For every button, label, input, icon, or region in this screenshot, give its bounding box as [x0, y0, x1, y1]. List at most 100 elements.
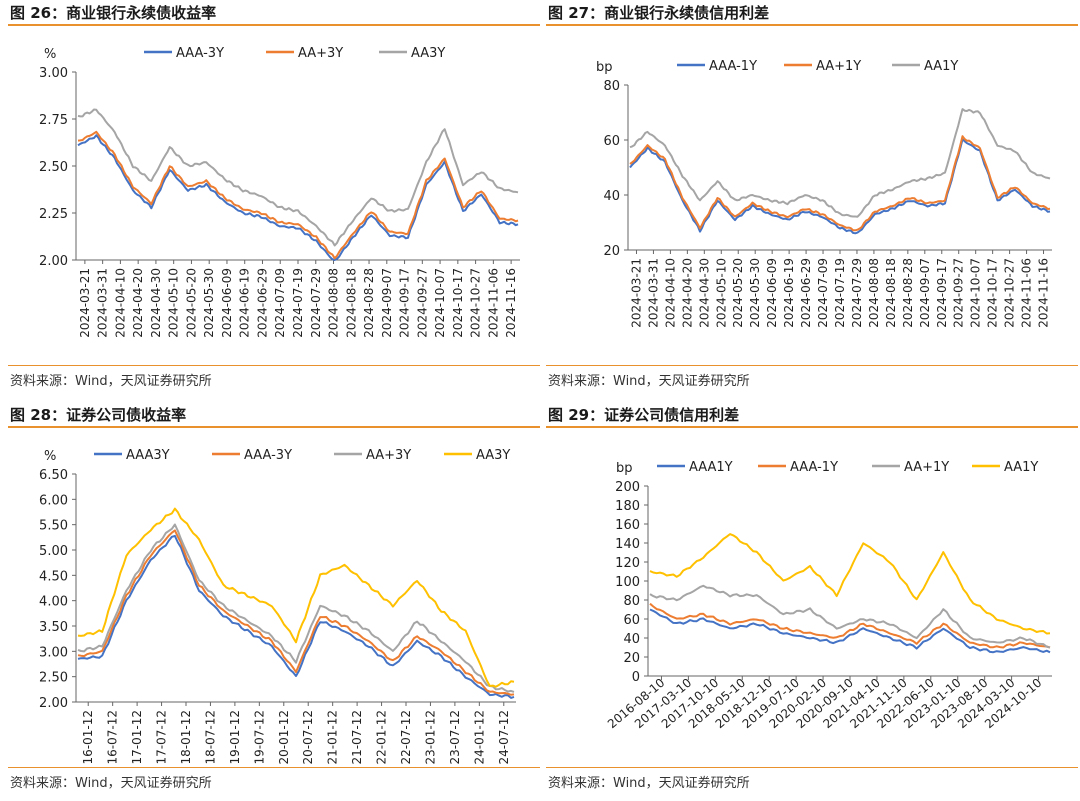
x-tick-label-1: 2016-07-12 [106, 710, 120, 765]
x-tick-label-23: 2024-11-06 [1020, 258, 1034, 328]
x-tick-label-11: 2024-07-09 [273, 268, 287, 338]
panel-chart-28: 图 28：证券公司债收益率 % AAA3Y AAA-3Y AA+3Y AA3Y 6.50 6… [8, 402, 540, 800]
chart-title: 图 27：商业银行永续债信用利差 [548, 4, 770, 22]
x-tick-label-8: 2024-06-09 [765, 258, 779, 328]
x-tick-label-16: 2024-08-28 [362, 268, 376, 338]
source-note: 资料来源：Wind，天风证券研究所 [10, 374, 212, 389]
x-tick-label-7: 2024-05-30 [202, 268, 216, 338]
x-tick-label-21: 2024-10-17 [986, 258, 1000, 328]
chart-29: bp AAA1Y AAA-1Y AA+1Y AA1Y200180160140120100… [605, 460, 1052, 731]
panel-chart-29: 图 29：证券公司债信用利差 bp AAA1Y AAA-1Y AA+1Y AA1Y 200… [546, 402, 1078, 800]
x-tick-label-21: 2024-10-17 [451, 268, 465, 338]
legend-label-3: AA3Y [476, 448, 510, 463]
y-tick-label-6: 3.50 [39, 620, 68, 635]
y-tick-label-9: 2.00 [39, 696, 68, 711]
y-tick-label-8: 40 [623, 632, 640, 647]
y-tick-label-3: 20 [603, 244, 620, 259]
legend-label-1: AA+3Y [298, 46, 343, 61]
legend-label-0: AAA3Y [126, 448, 170, 463]
series-line-1 [649, 602, 1051, 649]
x-tick-label-3: 2024-04-20 [131, 268, 145, 338]
y-tick-label-2: 5.50 [39, 519, 68, 534]
y-unit-label: % [44, 449, 56, 464]
x-tick-label-1: 2024-03-31 [646, 258, 660, 328]
x-tick-label-20: 2024-10-07 [969, 258, 983, 328]
title-rule [546, 426, 1078, 428]
legend-label-1: AAA-3Y [244, 448, 292, 463]
y-tick-label-2: 40 [603, 189, 620, 204]
source-rule [8, 365, 540, 366]
legend-label-2: AA+1Y [904, 460, 949, 475]
x-tick-label-6: 2019-01-12 [228, 710, 242, 765]
y-tick-label-0: 6.50 [39, 468, 68, 483]
x-tick-label-4: 2024-04-30 [697, 258, 711, 328]
title-rule [546, 24, 1078, 26]
x-tick-label-9: 2024-06-19 [782, 258, 796, 328]
y-tick-label-6: 80 [623, 594, 640, 609]
series-line-0 [77, 534, 515, 699]
legend-label-2: AA+3Y [366, 448, 411, 463]
source-note: 资料来源：Wind，天风证券研究所 [548, 776, 750, 791]
x-tick-label-14: 2024-08-08 [327, 268, 341, 338]
x-tick-label-18: 2024-09-17 [935, 258, 949, 328]
chart-26: % AAA-3Y AA+3Y AA3Y 3.00 2.75 2.50 2.25 2.00 2024… [39, 46, 520, 338]
x-tick-label-15: 2023-07-12 [448, 710, 462, 765]
x-tick-label-10: 2024-06-29 [255, 268, 269, 338]
x-tick-label-8: 2020-01-12 [277, 710, 291, 765]
x-tick-label-2: 2024-04-10 [663, 258, 677, 328]
series-line-2 [77, 523, 515, 693]
series-line-1 [629, 135, 1051, 232]
x-tick-label-16: 2024-08-28 [901, 258, 915, 328]
x-tick-label-13: 2022-07-12 [399, 710, 413, 765]
series-line-1 [77, 529, 515, 696]
chart-title: 图 26：商业银行永续债收益率 [10, 4, 217, 22]
x-tick-label-13: 2024-07-29 [850, 258, 864, 328]
y-tick-label-4: 4.50 [39, 569, 68, 584]
y-tick-label-2: 160 [615, 518, 640, 533]
x-tick-label-0: 2016-01-12 [81, 710, 95, 765]
x-tick-label-14: 2023-01-12 [423, 710, 437, 765]
y-tick-label-3: 5.00 [39, 544, 68, 559]
series-line-3 [649, 533, 1051, 635]
chart-title: 图 28：证券公司债收益率 [10, 406, 187, 424]
x-tick-label-23: 2024-11-06 [486, 268, 500, 338]
y-unit-label: bp [616, 461, 633, 476]
series-line-2 [629, 108, 1051, 218]
x-tick-label-10: 2021-01-12 [326, 710, 340, 765]
x-tick-label-19: 2024-09-27 [952, 258, 966, 328]
x-tick-label-12: 2024-07-19 [833, 258, 847, 328]
x-tick-label-8: 2024-06-09 [220, 268, 234, 338]
x-tick-label-15: 2024-08-18 [344, 268, 358, 338]
x-tick-label-22: 2024-10-27 [469, 268, 483, 338]
y-tick-label-1: 2.75 [39, 113, 68, 128]
x-tick-label-17: 2024-09-07 [380, 268, 394, 338]
x-tick-label-7: 2019-07-12 [252, 710, 266, 765]
source-note: 资料来源：Wind，天风证券研究所 [548, 374, 750, 389]
x-tick-label-5: 2018-07-12 [203, 710, 217, 765]
x-tick-label-5: 2024-05-10 [714, 258, 728, 328]
source-rule [546, 365, 1078, 366]
y-tick-label-1: 6.00 [39, 493, 68, 508]
x-tick-label-15: 2024-08-18 [884, 258, 898, 328]
legend-label-0: AAA-1Y [709, 59, 757, 74]
x-tick-label-9: 2024-06-19 [238, 268, 252, 338]
y-tick-label-1: 60 [603, 134, 620, 149]
x-tick-label-11: 2024-07-09 [816, 258, 830, 328]
x-tick-label-20: 2024-10-07 [433, 268, 447, 338]
series-line-2 [649, 584, 1051, 649]
source-note: 资料来源：Wind，天风证券研究所 [10, 776, 212, 791]
y-tick-label-2: 2.50 [39, 160, 68, 175]
legend-label-2: AA1Y [924, 59, 958, 74]
legend-label-1: AAA-1Y [790, 460, 838, 475]
legend-label-2: AA3Y [411, 46, 445, 61]
y-tick-label-0: 3.00 [39, 66, 68, 81]
chart-28: % AAA3Y AAA-3Y AA+3Y AA3Y 6.50 6.00 5.50 5.00 4.5… [39, 448, 516, 765]
x-tick-label-2: 2017-01-12 [130, 710, 144, 765]
y-tick-label-4: 2.00 [39, 254, 68, 269]
y-tick-label-7: 60 [623, 613, 640, 628]
y-unit-label: bp [596, 60, 613, 75]
y-tick-label-5: 100 [615, 575, 640, 590]
source-rule [546, 767, 1078, 768]
legend-label-0: AAA1Y [689, 460, 733, 475]
